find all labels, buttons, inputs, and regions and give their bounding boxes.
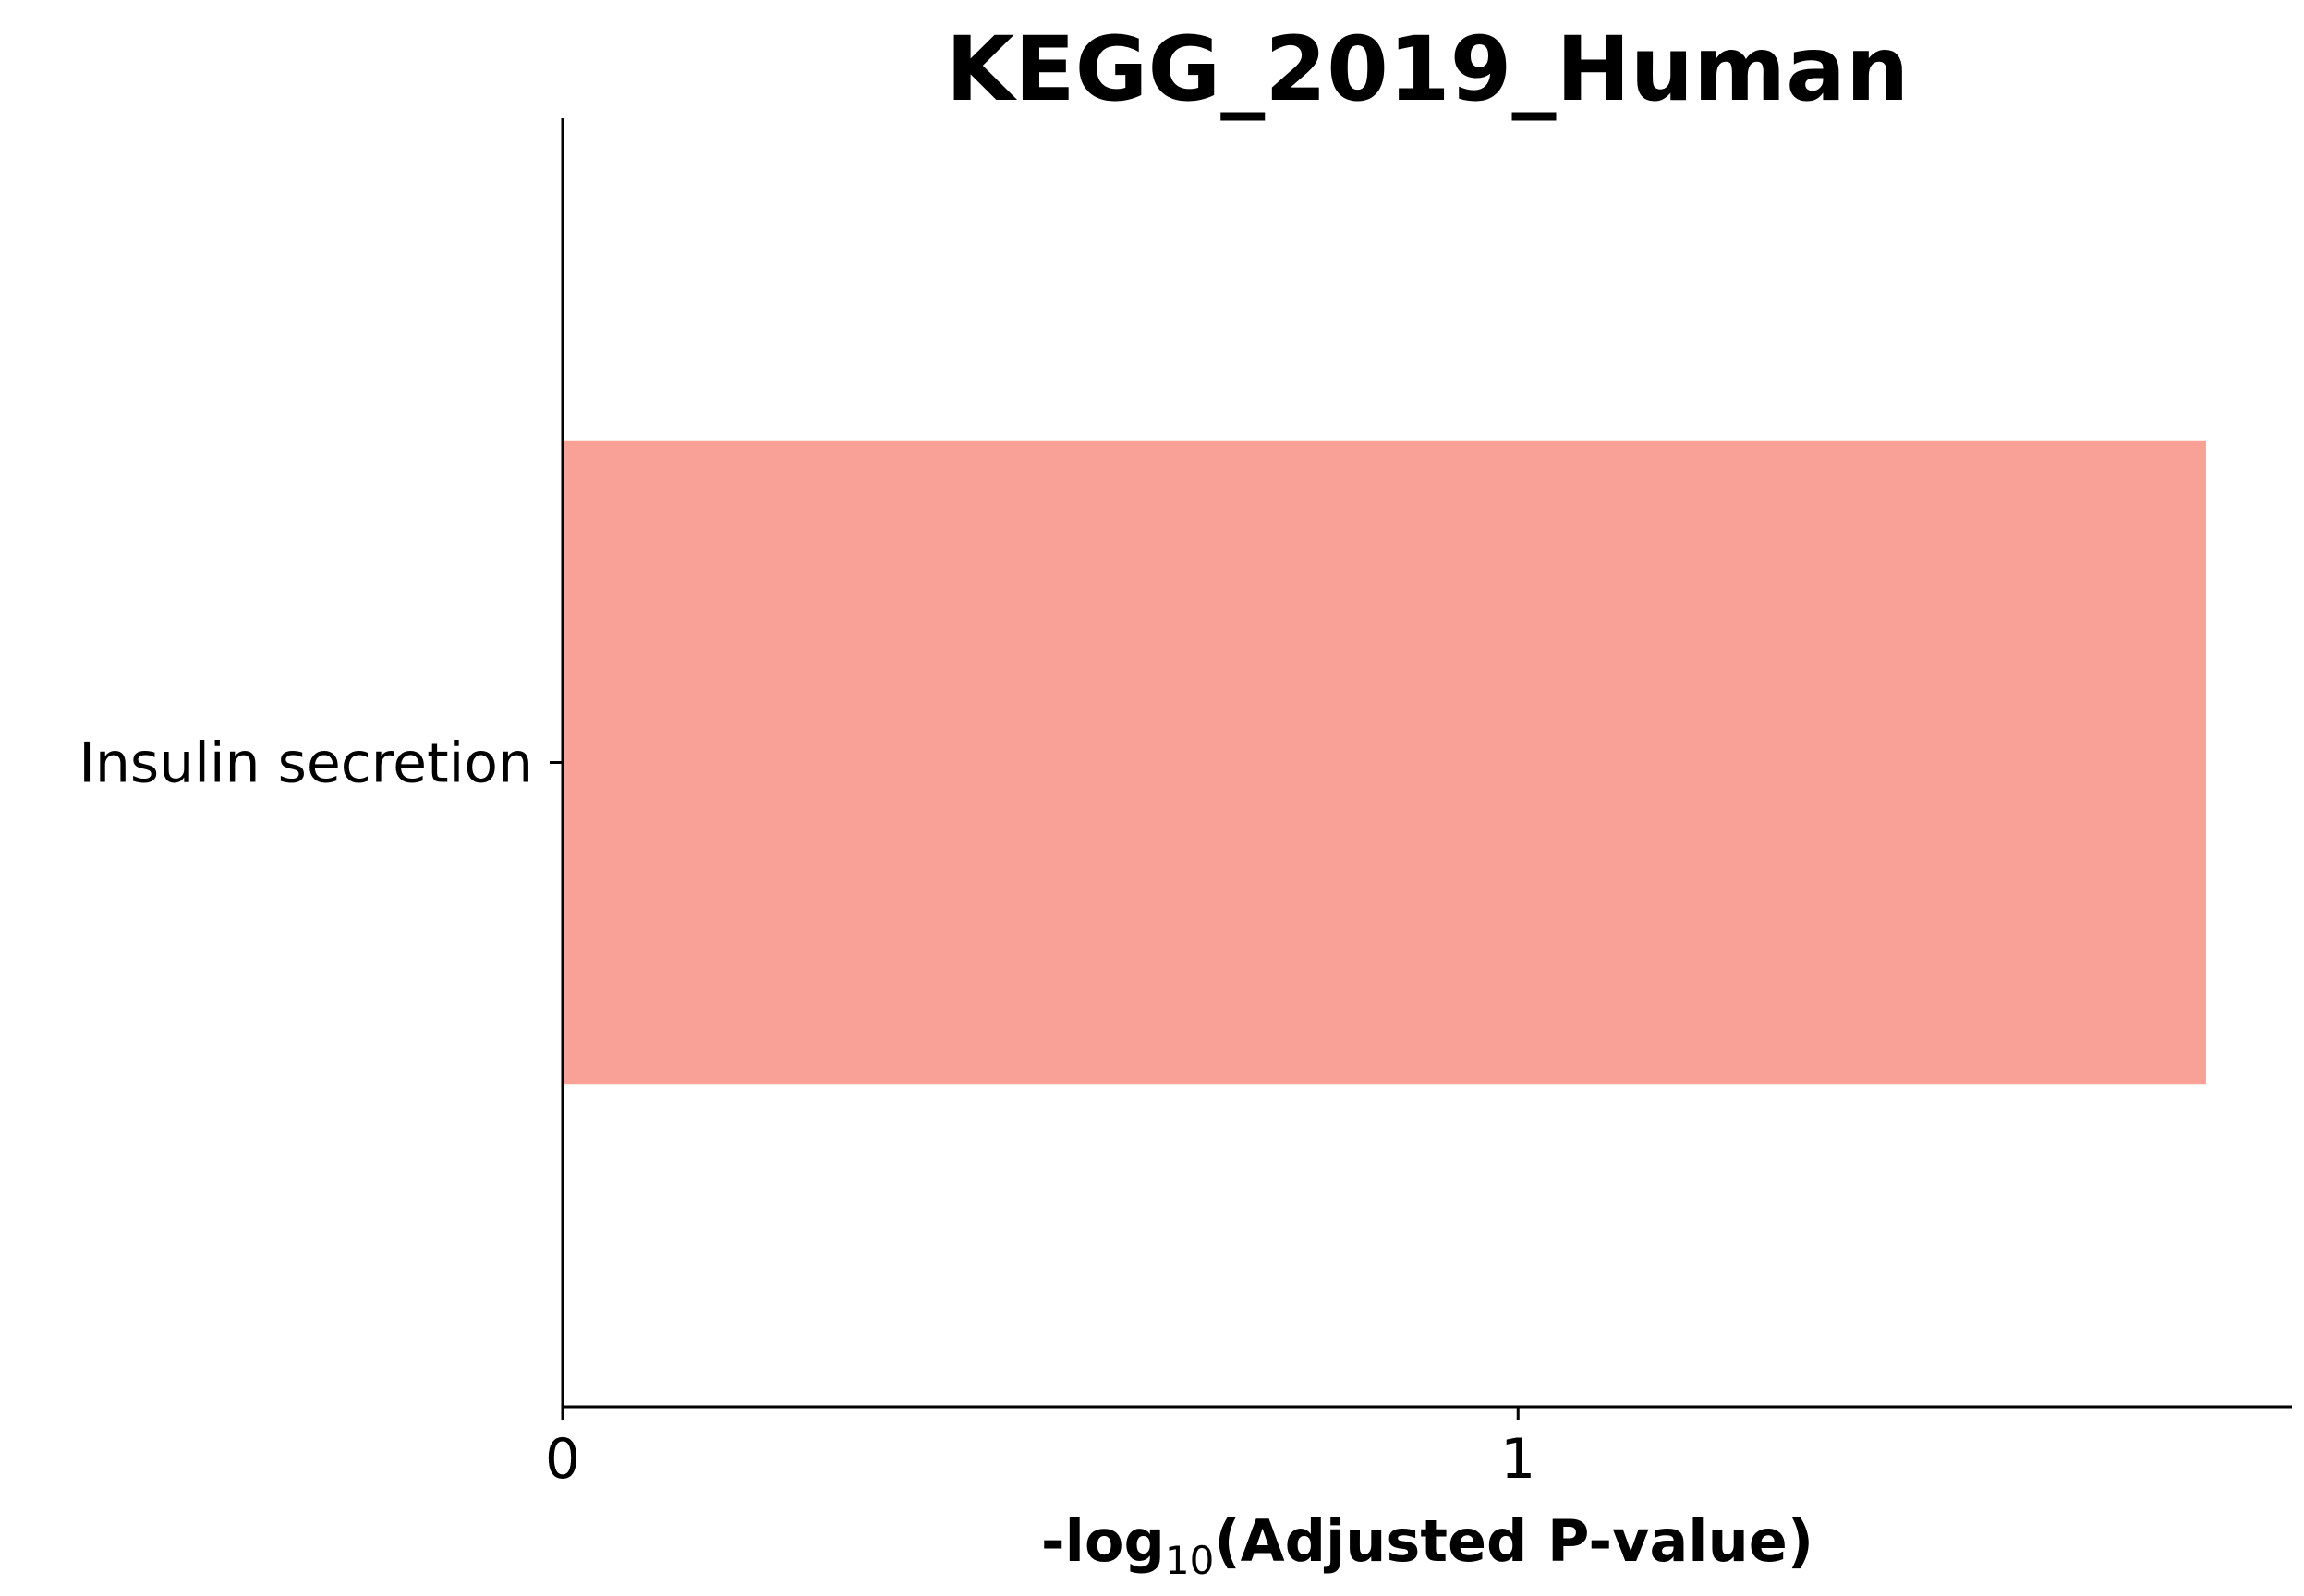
category-label: Insulin secretion — [79, 732, 533, 796]
x-axis-label-subscript: 10 — [1165, 1538, 1214, 1583]
chart-title: KEGG_2019_Human — [946, 18, 1910, 121]
category-labels: Insulin secretion — [79, 732, 563, 796]
x-axis-label: -log10(Adjusted P-value) — [1041, 1507, 1813, 1583]
x-axis-label-suffix: (Adjusted P-value) — [1214, 1507, 1813, 1575]
x-axis-label-prefix: -log — [1041, 1507, 1165, 1575]
x-tick-label: 0 — [545, 1427, 580, 1492]
bars-group — [563, 440, 2206, 1085]
bar — [563, 440, 2206, 1085]
x-tick-label: 1 — [1500, 1427, 1535, 1492]
